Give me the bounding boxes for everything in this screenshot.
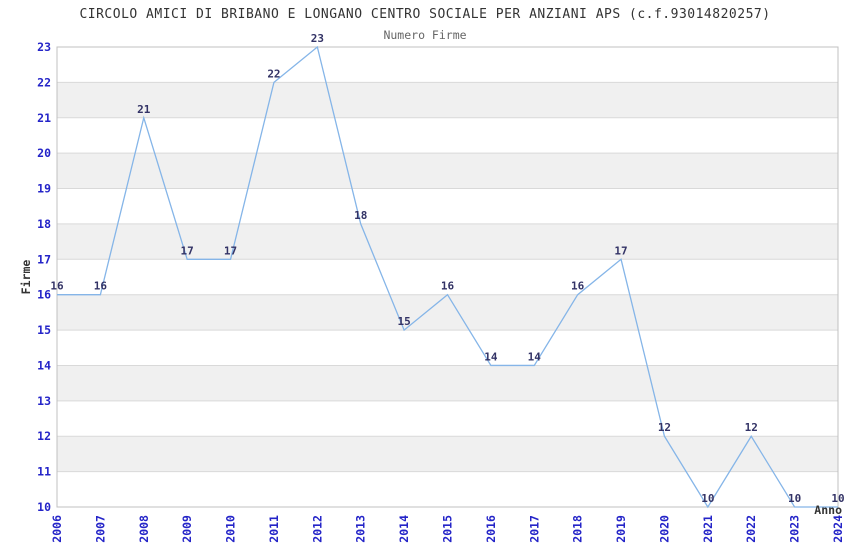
y-tick-label: 13: [37, 394, 51, 408]
data-point-label: 14: [484, 350, 498, 363]
grid-band: [57, 117, 838, 154]
data-point-label: 23: [311, 32, 324, 45]
x-tick-label: 2012: [310, 515, 324, 543]
y-tick-label: 19: [37, 182, 51, 196]
x-tick-label: 2010: [224, 515, 238, 543]
data-point-label: 18: [354, 209, 367, 222]
x-tick-label: 2023: [788, 515, 802, 543]
data-point-label: 10: [831, 492, 844, 505]
y-tick-label: 21: [37, 111, 51, 125]
y-tick-label: 12: [37, 429, 51, 443]
grid-band: [57, 400, 838, 437]
data-point-label: 12: [745, 421, 758, 434]
grid-band: [57, 259, 838, 295]
y-tick-label: 16: [37, 288, 51, 302]
grid-band: [57, 223, 838, 260]
data-line: [57, 45, 838, 509]
data-point-label: 16: [441, 280, 455, 293]
x-tick-label: 2011: [267, 515, 281, 543]
x-tick-label: 2016: [484, 515, 498, 543]
grid-band: [57, 47, 838, 83]
grid-band: [57, 330, 838, 366]
data-point-label: 12: [658, 421, 671, 434]
x-tick-label: 2014: [397, 515, 411, 543]
data-point-label: 17: [181, 244, 194, 257]
chart-title: CIRCOLO AMICI DI BRIBANO E LONGANO CENTR…: [79, 7, 771, 22]
data-point-label: 16: [50, 280, 64, 293]
grid-band: [57, 294, 838, 331]
x-tick-label: 2013: [354, 515, 368, 543]
x-tick-label: 2024: [831, 515, 845, 543]
data-point-label: 16: [94, 280, 108, 293]
x-tick-label: 2009: [180, 515, 194, 543]
x-tick-label: 2021: [701, 515, 715, 543]
x-tick-label: 2018: [571, 515, 585, 543]
grid-band: [57, 153, 838, 189]
x-tick-label: 2017: [527, 515, 541, 543]
x-tick-label: 2015: [441, 515, 455, 543]
grid-band: [57, 471, 838, 507]
y-tick-label: 22: [37, 75, 51, 89]
y-tick-label: 23: [37, 40, 51, 54]
y-tick-label: 15: [37, 323, 51, 337]
data-point-label: 17: [614, 244, 627, 257]
y-tick-label: 17: [37, 252, 51, 266]
y-axis-title: Firme: [19, 260, 33, 295]
y-tick-label: 10: [37, 500, 51, 514]
x-tick-label: 2020: [657, 515, 671, 543]
x-tick-label: 2022: [744, 515, 758, 543]
data-point-label: 17: [224, 244, 237, 257]
data-point-label: 21: [137, 103, 151, 116]
x-tick-label: 2007: [93, 515, 107, 543]
grid-band: [57, 82, 838, 118]
grid-band: [57, 188, 838, 224]
grid-band: [57, 365, 838, 401]
data-point-label: 15: [397, 315, 410, 328]
x-tick-label: 2008: [137, 515, 151, 543]
data-point-label: 10: [701, 492, 714, 505]
chart-subtitle: Numero Firme: [383, 28, 467, 42]
x-axis-title: Anno: [814, 503, 842, 517]
y-tick-label: 14: [37, 358, 51, 372]
plot-border: [56, 46, 839, 508]
data-point-label: 16: [571, 280, 585, 293]
y-tick-label: 11: [37, 465, 51, 479]
y-tick-label: 18: [37, 217, 51, 231]
data-point-label: 10: [788, 492, 801, 505]
y-tick-label: 20: [37, 146, 51, 160]
data-point-label: 14: [528, 350, 542, 363]
x-tick-label: 2006: [50, 515, 64, 543]
x-tick-label: 2019: [614, 515, 628, 543]
data-point-label: 22: [267, 67, 280, 80]
grid-band: [57, 436, 838, 472]
